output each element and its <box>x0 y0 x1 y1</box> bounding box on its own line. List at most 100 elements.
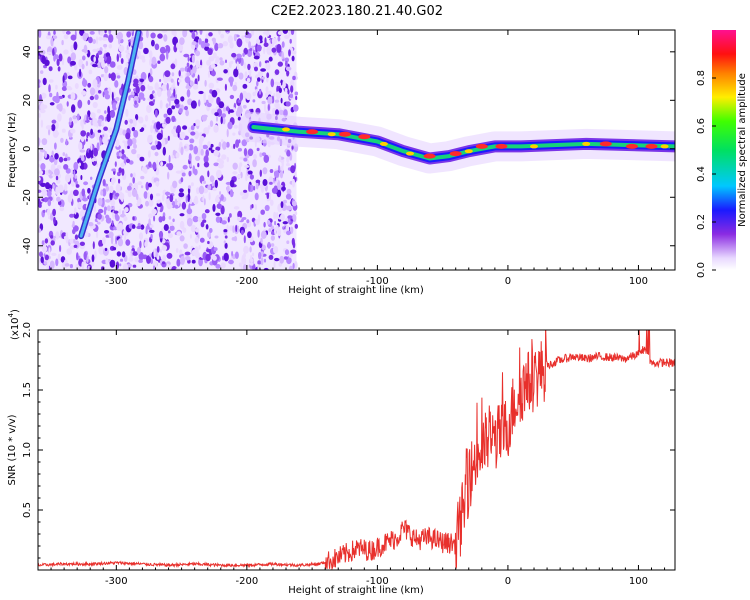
noise-speck <box>203 92 206 101</box>
noise-speck <box>73 161 79 171</box>
noise-speck <box>269 181 273 185</box>
noise-speck <box>59 206 65 212</box>
noise-speck <box>242 52 245 57</box>
noise-speck <box>248 41 252 49</box>
noise-speck <box>78 142 83 151</box>
noise-speck <box>184 105 188 111</box>
noise-speck <box>103 126 108 131</box>
noise-speck <box>116 65 123 70</box>
noise-speck <box>74 64 78 71</box>
noise-speck <box>174 98 180 105</box>
noise-speck <box>292 214 297 221</box>
noise-speck <box>229 213 232 218</box>
noise-speck <box>57 113 62 122</box>
noise-speck <box>65 173 71 183</box>
noise-speck <box>279 170 284 179</box>
noise-speck <box>149 229 155 233</box>
noise-speck <box>141 127 145 132</box>
noise-speck <box>102 130 105 134</box>
noise-speck <box>291 55 295 62</box>
noise-speck <box>241 254 245 263</box>
noise-speck <box>179 220 185 230</box>
noise-speck <box>136 153 141 159</box>
noise-speck <box>58 156 64 163</box>
noise-speck <box>57 253 61 261</box>
noise-speck <box>163 75 169 84</box>
noise-speck <box>169 225 175 231</box>
noise-speck <box>52 129 59 138</box>
noise-speck <box>83 251 87 260</box>
noise-speck <box>52 183 55 190</box>
noise-speck <box>149 93 154 100</box>
noise-speck <box>281 51 285 60</box>
noise-speck <box>162 123 167 129</box>
noise-speck <box>200 135 205 142</box>
snr-multiplier-base: (x10 <box>10 317 21 340</box>
spectrogram-marks <box>38 30 675 270</box>
noise-speck <box>102 91 105 98</box>
noise-speck <box>48 169 51 174</box>
noise-speck <box>207 70 211 78</box>
noise-speck <box>40 103 45 112</box>
noise-speck <box>103 208 107 216</box>
noise-speck <box>120 162 126 168</box>
noise-speck <box>226 141 230 148</box>
noise-speck <box>56 58 60 67</box>
noise-speck <box>97 50 103 55</box>
colorbar-label: Normalized spectral amplitude <box>737 73 748 227</box>
noise-speck <box>193 123 196 127</box>
noise-speck <box>227 216 230 223</box>
noise-speck <box>98 30 101 35</box>
noise-speck <box>232 84 238 92</box>
noise-speck <box>125 53 131 59</box>
noise-speck <box>90 112 96 119</box>
noise-speck <box>79 210 83 217</box>
noise-speck <box>38 45 41 50</box>
noise-speck <box>187 98 193 106</box>
noise-speck <box>175 267 182 270</box>
noise-speck <box>116 53 120 62</box>
noise-speck <box>76 113 80 121</box>
noise-speck <box>148 198 154 207</box>
noise-speck <box>81 188 86 197</box>
noise-speck <box>226 128 229 138</box>
noise-speck <box>154 140 158 146</box>
noise-speck <box>85 60 89 67</box>
noise-speck <box>233 143 236 149</box>
noise-speck <box>274 226 277 236</box>
noise-speck <box>291 200 297 207</box>
noise-speck <box>207 170 210 178</box>
noise-speck <box>115 235 118 245</box>
noise-speck <box>236 38 243 48</box>
noise-speck <box>90 128 93 135</box>
snr-y-tick-label: 1.5 <box>22 382 33 398</box>
noise-speck <box>61 108 66 115</box>
noise-speck <box>150 234 153 239</box>
noise-speck <box>195 60 200 69</box>
noise-speck <box>81 155 85 162</box>
noise-speck <box>123 216 128 222</box>
noise-speck <box>226 156 229 163</box>
noise-speck <box>185 85 189 89</box>
noise-speck <box>65 138 68 146</box>
noise-speck <box>192 66 197 74</box>
noise-speck <box>244 34 251 38</box>
noise-speck <box>102 247 109 256</box>
noise-speck <box>168 204 173 209</box>
noise-speck <box>214 196 220 203</box>
noise-speck <box>256 44 262 52</box>
noise-speck <box>223 240 226 244</box>
noise-speck <box>166 107 173 116</box>
noise-speck <box>139 156 145 161</box>
noise-speck <box>275 109 279 116</box>
noise-speck <box>195 119 201 127</box>
noise-speck <box>114 80 119 88</box>
noise-speck <box>276 82 282 87</box>
noise-speck <box>284 88 288 93</box>
noise-speck <box>209 120 214 127</box>
noise-speck <box>263 221 266 228</box>
noise-speck <box>91 254 95 263</box>
noise-speck <box>148 161 152 168</box>
noise-speck <box>70 52 77 61</box>
noise-speck <box>127 138 133 147</box>
